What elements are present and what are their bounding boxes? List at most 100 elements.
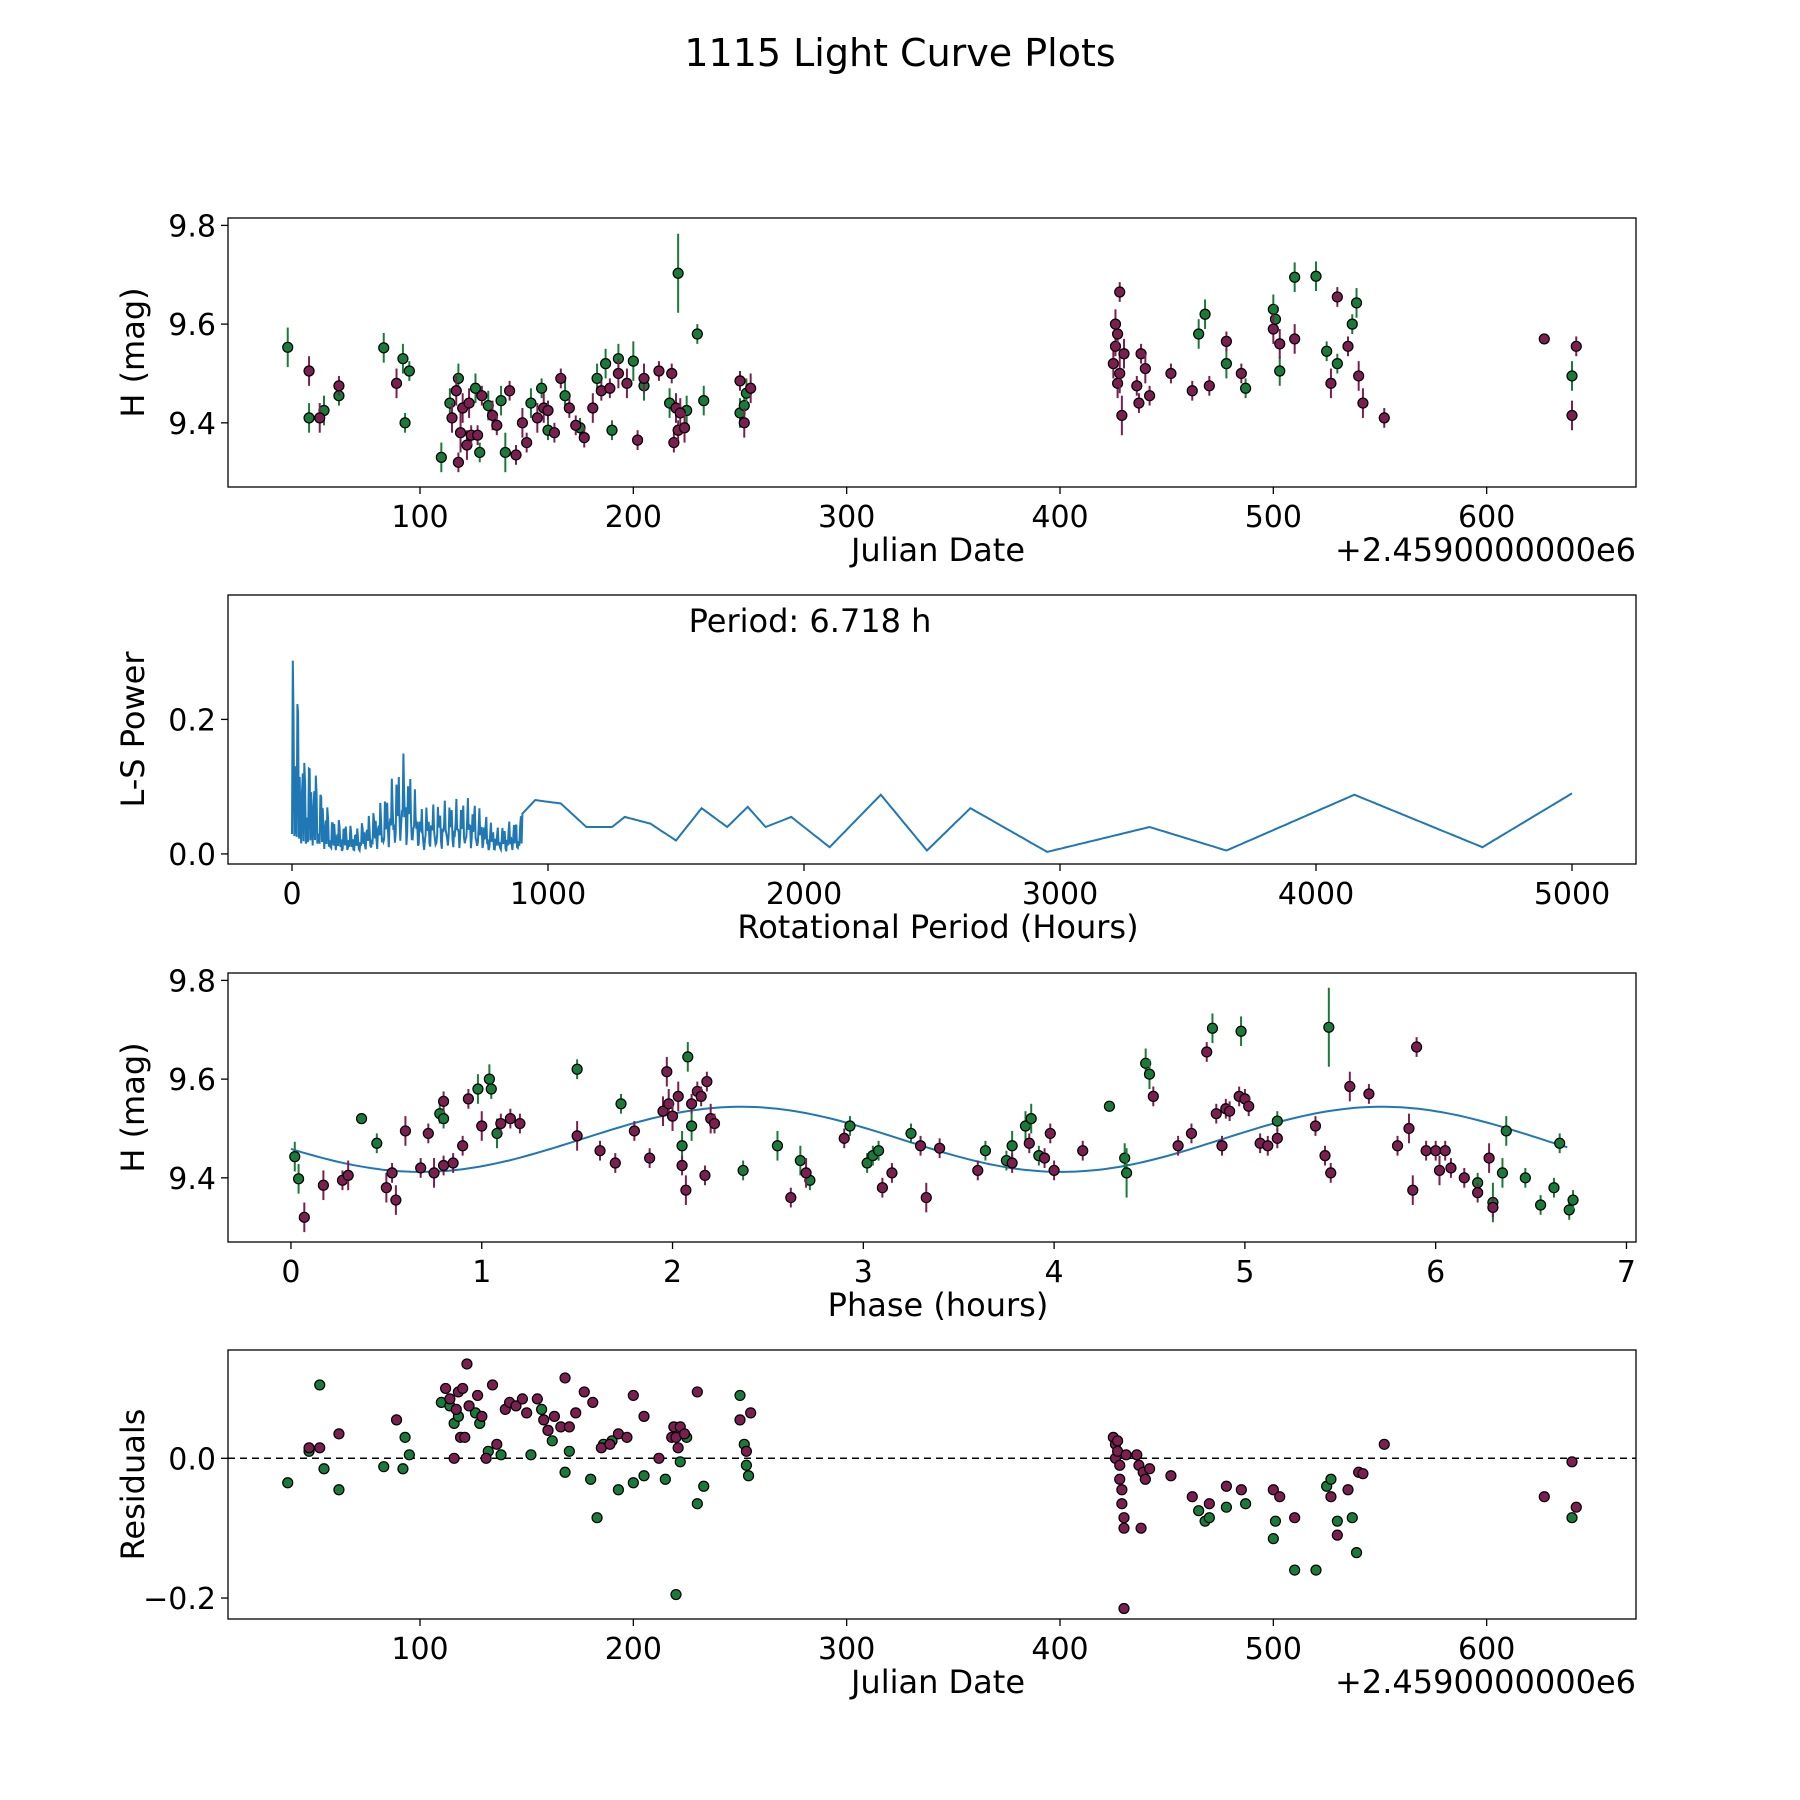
data-point: [1220, 1501, 1233, 1513]
data-point: [1044, 1127, 1056, 1140]
data-point: [1566, 1512, 1578, 1524]
data-point: [1548, 1182, 1560, 1194]
data-point: [1186, 385, 1198, 397]
x-offset-label: +2.4590000000e6: [1335, 1663, 1636, 1701]
data-point: [314, 412, 326, 424]
data-point: [972, 1164, 984, 1177]
data-point: [1538, 1491, 1550, 1503]
data-point: [437, 1159, 450, 1172]
data-point: [1140, 1057, 1152, 1069]
data-point: [1378, 412, 1390, 424]
data-point: [495, 1449, 507, 1461]
plot-frame: [227, 217, 1637, 488]
data-point: [491, 419, 503, 431]
data-point: [1206, 1022, 1219, 1034]
data-point: [631, 434, 644, 446]
data-point: [535, 1403, 548, 1415]
data-point: [674, 1456, 686, 1468]
data-point: [403, 1449, 415, 1461]
data-point: [676, 1140, 688, 1152]
period-annotation: Period: 6.718 h: [689, 602, 932, 640]
data-point: [472, 1083, 484, 1095]
data-point: [435, 451, 447, 463]
data-point: [472, 429, 484, 441]
data-point: [1118, 1602, 1130, 1615]
data-point: [1403, 1122, 1415, 1135]
data-point: [1203, 1512, 1215, 1524]
data-point: [535, 382, 548, 394]
data-point: [378, 342, 390, 354]
data-point: [516, 1393, 529, 1405]
data-point: [1353, 370, 1365, 382]
data-point: [538, 1414, 550, 1426]
data-point: [333, 1484, 345, 1496]
data-point: [1119, 1152, 1131, 1164]
data-point: [734, 1389, 746, 1402]
data-point: [548, 1410, 561, 1422]
x-tick-label: 6: [1426, 1255, 1445, 1290]
data-point: [672, 1090, 684, 1102]
data-point: [390, 1194, 402, 1206]
data-point: [1147, 1090, 1159, 1102]
data-point: [1319, 1150, 1331, 1162]
y-axis-label: H (mag): [114, 287, 152, 417]
data-point: [686, 1098, 698, 1110]
data-point: [680, 1184, 692, 1196]
data-point: [1239, 1498, 1252, 1510]
data-point: [1116, 1498, 1128, 1510]
x-tick-label: 200: [605, 1632, 662, 1667]
data-point: [1220, 335, 1233, 347]
data-point: [333, 380, 345, 392]
data-point: [1567, 1194, 1579, 1206]
data-point: [571, 1063, 583, 1075]
data-point: [1350, 297, 1363, 309]
data-point: [314, 1379, 326, 1391]
data-point: [1535, 1199, 1547, 1211]
data-point: [659, 1473, 671, 1485]
data-point: [1439, 1145, 1451, 1157]
x-tick-label: 500: [1245, 500, 1302, 535]
x-tick-label: 5: [1235, 1255, 1254, 1290]
data-point: [1350, 1547, 1363, 1559]
data-point: [1331, 358, 1343, 370]
figure-title: 1115 Light Curve Plots: [684, 31, 1115, 75]
data-point: [1114, 1473, 1126, 1485]
x-tick-label: 400: [1031, 1632, 1088, 1667]
data-point: [298, 1211, 310, 1223]
y-tick-label: 9.6: [168, 308, 216, 343]
data-point: [292, 1173, 305, 1185]
data-point: [1344, 1080, 1356, 1093]
data-point: [1342, 1484, 1354, 1496]
data-point: [914, 1140, 927, 1152]
data-point: [1116, 1484, 1128, 1496]
data-point: [463, 1400, 475, 1412]
x-offset-label: +2.4590000000e6: [1335, 531, 1636, 569]
periodogram-line: [291, 660, 1573, 854]
data-point: [905, 1127, 917, 1140]
y-tick-label: 0.0: [168, 838, 216, 873]
data-point: [499, 446, 511, 459]
data-point: [525, 1449, 537, 1461]
data-point: [1458, 1172, 1470, 1184]
data-point: [627, 1477, 639, 1489]
data-point: [844, 1120, 856, 1132]
y-tick-label: 0.0: [168, 1442, 216, 1477]
x-axis-label: Phase (hours): [828, 1286, 1049, 1324]
data-point: [371, 1137, 383, 1149]
data-point: [1321, 345, 1333, 357]
data-point: [1331, 291, 1343, 303]
data-point: [1165, 1470, 1177, 1482]
data-point: [504, 1113, 516, 1125]
data-point: [1114, 1459, 1126, 1471]
data-point: [1269, 1515, 1282, 1527]
data-point: [476, 1410, 488, 1422]
data-point: [1346, 318, 1358, 330]
data-point: [1269, 313, 1282, 325]
data-point: [1331, 1515, 1343, 1527]
data-point: [1109, 318, 1122, 330]
data-point: [1203, 380, 1215, 392]
data-point: [450, 385, 462, 397]
data-point: [1570, 340, 1582, 352]
data-point: [521, 1407, 533, 1419]
data-point: [1025, 1113, 1037, 1125]
